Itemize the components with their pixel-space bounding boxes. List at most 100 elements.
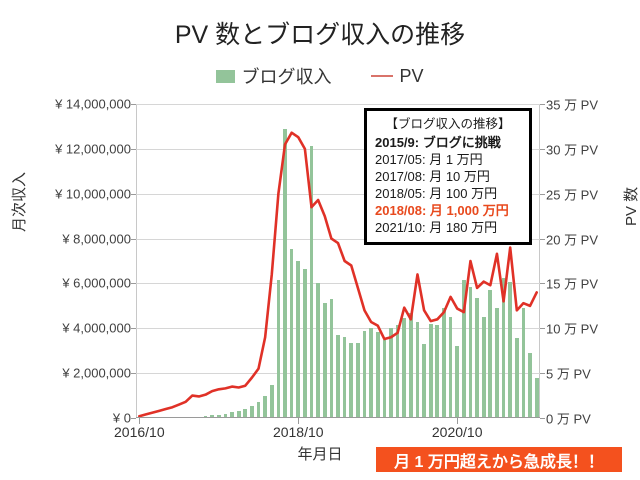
bar	[468, 286, 473, 418]
bar	[329, 299, 334, 418]
legend-item-income: ブログ収入	[216, 63, 331, 89]
annotation-row: 2017/08: 月 10 万円	[375, 169, 490, 184]
callout-banner: 月 1 万円超えから急成長！！	[376, 447, 622, 472]
pv-line-series	[136, 104, 540, 418]
bar	[448, 317, 453, 418]
bar	[475, 298, 479, 418]
bar	[342, 337, 347, 418]
y-tick-label-left: ¥ 2,000,000	[62, 365, 131, 381]
annotation-row: 2018/08: 月 1,000 万円	[375, 203, 509, 218]
bar	[395, 324, 400, 418]
x-tick-label: 2016/10	[113, 424, 165, 440]
bar	[488, 290, 493, 418]
x-tick-mark	[139, 418, 141, 424]
y-tick-mark-left	[131, 104, 136, 105]
bar	[210, 415, 214, 418]
bar	[501, 277, 506, 418]
legend-label-income: ブログ収入	[241, 67, 332, 87]
y-tick-mark-right	[540, 104, 545, 105]
bar	[521, 308, 526, 418]
bar	[203, 415, 208, 418]
bar	[283, 128, 287, 418]
bar	[514, 338, 519, 418]
y-tick-label-left: ¥ 8,000,000	[62, 231, 131, 247]
y-tick-mark-left	[131, 328, 136, 330]
bar	[356, 342, 360, 418]
bar	[408, 312, 413, 418]
plot-frame	[136, 104, 540, 418]
annotation-row: 2018/05: 月 100 万円	[375, 186, 498, 201]
y-tick-mark-left	[131, 373, 136, 375]
y-tick-label-right: 35 万 PV	[546, 97, 599, 113]
gridline	[136, 328, 540, 330]
bar	[216, 414, 221, 418]
y-tick-label-right: 5 万 PV	[546, 366, 591, 382]
annotation-row: 2015/9: ブログに挑戦	[375, 135, 501, 150]
legend-label-pv: PV	[399, 65, 424, 86]
gridline	[136, 193, 540, 195]
bar	[303, 268, 307, 418]
y-tick-mark-left	[131, 283, 136, 285]
bar	[428, 323, 433, 418]
bar	[309, 145, 314, 418]
chart-legend: ブログ収入 PV	[0, 63, 640, 89]
annotation-rows: 2015/9: ブログに挑戦 2017/05: 月 1 万円 2017/08: 月 …	[375, 134, 521, 236]
bar	[402, 318, 407, 418]
x-tick-mark	[457, 418, 459, 424]
gridline	[136, 104, 540, 105]
x-tick-mark	[298, 418, 300, 424]
y-tick-label-right: 15 万 PV	[546, 276, 599, 292]
bar	[389, 328, 393, 418]
bar	[322, 302, 327, 418]
gridline	[136, 148, 540, 150]
y-tick-mark-right	[540, 373, 545, 375]
y-tick-mark-left	[131, 418, 136, 419]
y-tick-mark-left	[131, 148, 136, 150]
bar	[461, 280, 466, 418]
y-tick-label-left: ¥ 12,000,000	[55, 141, 131, 157]
chart-title: PV 数とブログ収入の推移	[174, 21, 466, 49]
y-tick-label-left: ¥ 0	[112, 410, 131, 426]
bar	[336, 335, 340, 418]
bar-swatch-icon	[216, 69, 236, 83]
y-tick-mark-right	[540, 148, 545, 150]
annotation-row: 2021/10: 月 180 万円	[375, 220, 498, 235]
bar	[495, 308, 499, 418]
bar	[455, 346, 460, 418]
bar	[223, 413, 228, 418]
gridline	[136, 238, 540, 240]
x-axis-title: 年月日	[297, 446, 343, 463]
y-tick-mark-right	[540, 238, 545, 240]
bar	[276, 280, 281, 418]
y-tick-label-left: ¥ 10,000,000	[55, 186, 131, 202]
y-tick-mark-right	[540, 418, 545, 419]
y-tick-label-left: ¥ 6,000,000	[62, 275, 131, 291]
bar	[422, 344, 426, 418]
bar	[508, 282, 513, 418]
y-tick-mark-right	[540, 328, 545, 330]
y-tick-label-right: 25 万 PV	[546, 187, 599, 203]
bar	[316, 283, 320, 418]
bar	[362, 330, 367, 418]
x-tick-label: 2020/10	[431, 424, 483, 440]
bar	[236, 410, 241, 418]
bar	[256, 402, 261, 418]
bar	[528, 352, 532, 418]
y-tick-label-right: 0 万 PV	[546, 411, 591, 427]
bar	[442, 308, 446, 418]
x-axis-line	[136, 417, 540, 418]
bar	[296, 261, 301, 418]
legend-item-pv: PV	[371, 65, 424, 87]
line-swatch-icon	[371, 75, 394, 77]
bar	[369, 328, 373, 418]
bar	[375, 331, 380, 418]
annotation-heading: 【ブログ収入の推移】	[385, 117, 511, 131]
bar	[349, 342, 354, 418]
pv-line-path	[139, 133, 536, 417]
bar	[250, 406, 254, 418]
y-tick-label-right: 20 万 PV	[546, 232, 599, 248]
y-axis-title-left: 月次収入	[11, 171, 28, 232]
y-tick-label-right: 10 万 PV	[546, 321, 599, 337]
annotation-row: 2017/05: 月 1 万円	[375, 152, 483, 167]
y-tick-mark-left	[131, 193, 136, 195]
